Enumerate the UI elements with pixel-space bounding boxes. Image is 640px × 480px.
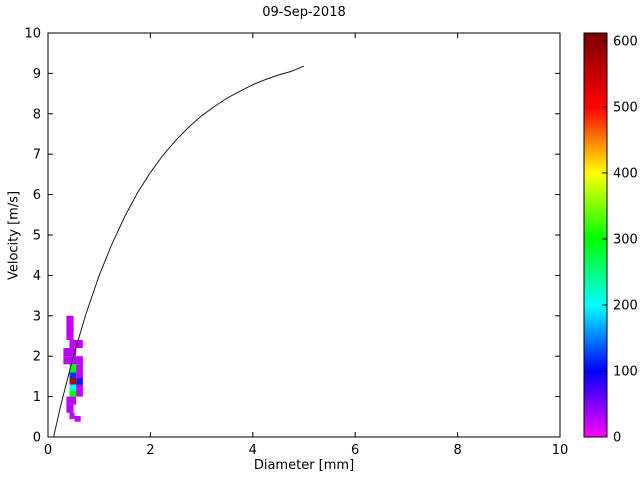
heatmap-cell	[69, 364, 77, 373]
heatmap-cell	[76, 384, 83, 391]
heatmap-cell	[66, 323, 74, 332]
terminal-velocity-curve	[53, 65, 305, 438]
heatmap-cell	[66, 404, 74, 413]
colorbar-tick-label: 200	[613, 299, 638, 314]
colorbar-tick-label: 400	[613, 166, 638, 181]
y-tick-label: 3	[33, 309, 41, 324]
colorbar-tick-label: 500	[613, 100, 638, 115]
heatmap-cell	[76, 378, 83, 385]
x-tick-label: 10	[552, 443, 569, 458]
y-tick-label: 0	[33, 431, 41, 446]
heatmap-cell	[76, 372, 83, 379]
heatmap-cell	[69, 412, 75, 419]
colorbar	[583, 32, 608, 438]
x-axis-label: Diameter [mm]	[253, 458, 355, 473]
y-tick-label: 7	[33, 148, 41, 163]
heatmap-cell	[69, 378, 77, 385]
heatmap-cell	[66, 396, 77, 405]
y-tick-label: 6	[33, 188, 41, 203]
colorbar-tick-label: 600	[613, 34, 638, 49]
x-tick-label: 6	[351, 443, 359, 458]
heatmap-cell	[76, 390, 83, 397]
heatmap-cell	[63, 356, 83, 365]
colorbar-tick-label: 300	[613, 233, 638, 248]
heatmap-cell	[69, 340, 83, 349]
y-tick-label: 4	[33, 269, 41, 284]
heatmap-cell	[69, 390, 77, 397]
x-tick-label: 8	[453, 443, 461, 458]
heatmap-cell	[69, 372, 77, 379]
y-tick-label: 2	[33, 350, 41, 365]
axes-box	[47, 32, 561, 438]
colorbar-tick-label: 100	[613, 365, 638, 380]
y-tick-label: 1	[33, 390, 41, 405]
heatmap-cell	[74, 416, 81, 422]
heatmap-cell	[66, 315, 74, 324]
y-tick-label: 8	[33, 107, 41, 122]
heatmap-cell	[63, 348, 77, 357]
y-tick-label: 9	[33, 67, 41, 82]
x-tick-label: 2	[146, 443, 154, 458]
y-tick-label: 5	[33, 229, 41, 244]
y-tick-label: 10	[24, 27, 41, 42]
x-tick-label: 4	[249, 443, 257, 458]
colorbar-tick-label: 0	[613, 431, 621, 446]
heatmap-cell	[76, 364, 83, 373]
heatmap-cell	[66, 332, 74, 341]
heatmap-cell	[69, 384, 77, 391]
plot-title: 09-Sep-2018	[262, 5, 346, 20]
x-tick-label: 0	[44, 443, 52, 458]
